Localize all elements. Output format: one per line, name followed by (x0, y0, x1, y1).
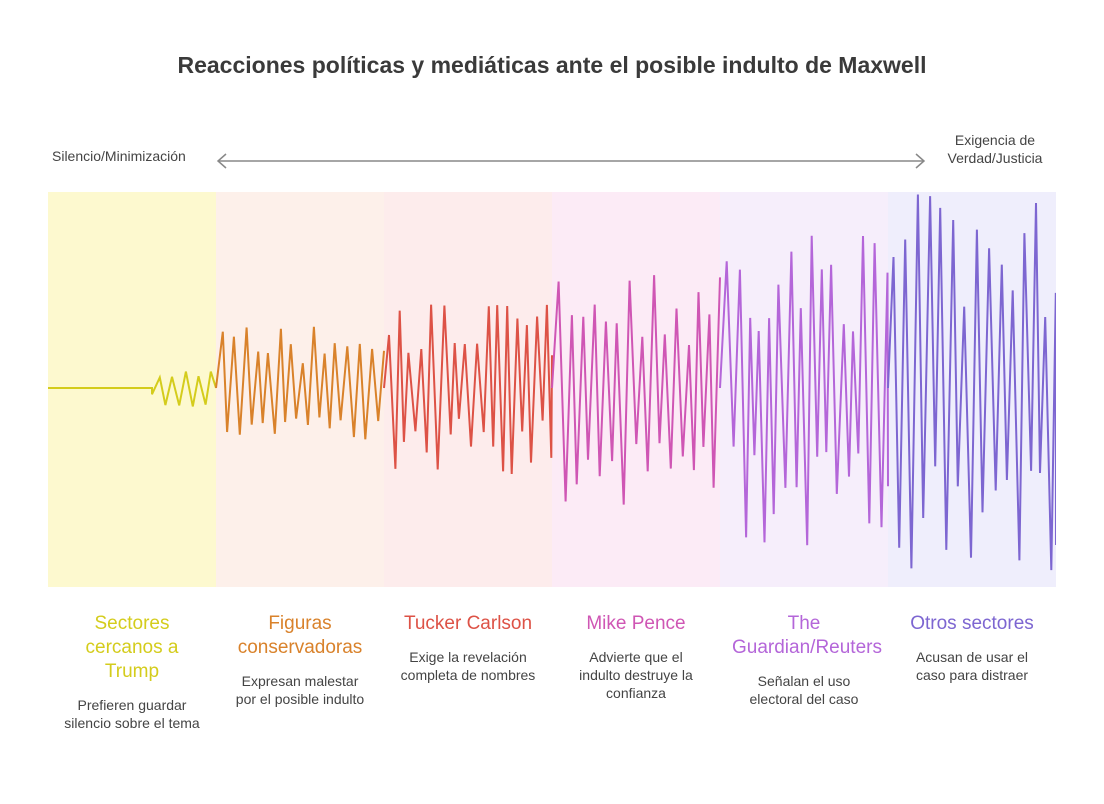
waveform-segment-6 (887, 194, 1056, 571)
waveform-segment-5 (719, 235, 889, 546)
segment-description: Señalan el uso electoral del caso (749, 673, 859, 707)
segment-description: Acusan de usar el caso para distraer (915, 649, 1029, 683)
waveform-segment-1 (48, 371, 217, 407)
axis-arrowhead-left-icon (216, 153, 227, 169)
segment-description: Exige la revelación completa de nombres (400, 649, 536, 683)
segment-name: Otros sectores (910, 613, 1034, 634)
segment-description: Expresan malestar por el posible indulto (235, 673, 365, 707)
segment-description: Prefieren guardar silencio sobre el tema (64, 697, 200, 731)
waveform-segment-3 (383, 304, 553, 475)
segment-name: Tucker Carlson (403, 613, 533, 634)
page-title: Reacciones políticas y mediáticas ante e… (177, 52, 927, 78)
waveform-segment-2 (215, 326, 385, 440)
segment-name: Figuras conservadoras (237, 613, 363, 658)
intensity-waveform (48, 194, 1056, 571)
segment-name: Sectores cercanos a Trump (85, 613, 179, 682)
segment-name: Mike Pence (586, 613, 686, 634)
segment-name: The Guardian/Reuters (732, 613, 882, 658)
segment-otros-sectores: Otros sectores Acusan de usar el caso pa… (888, 612, 1056, 684)
segment-tucker-carlson: Tucker Carlson Exige la revelación compl… (384, 612, 552, 684)
axis-label-left: Silencio/Minimización (52, 148, 186, 164)
axis-arrowhead-right-icon (915, 153, 926, 169)
segment-figuras-conservadoras: Figuras conservadoras Expresan malestar … (216, 612, 384, 708)
segment-description: Advierte que el indulto destruye la conf… (579, 649, 693, 701)
spectrum-bands (48, 192, 1056, 587)
waveform-segment-4 (551, 275, 721, 505)
band-sectores-trump (48, 192, 216, 587)
segment-mike-pence: Mike Pence Advierte que el indulto destr… (552, 612, 720, 702)
segment-sectores-trump: Sectores cercanos a Trump Prefieren guar… (48, 612, 216, 732)
axis-label-right: Exigencia de Verdad/Justicia (947, 132, 1043, 166)
axis-arrow (216, 153, 926, 169)
segment-guardian-reuters: The Guardian/Reuters Señalan el uso elec… (720, 612, 888, 708)
